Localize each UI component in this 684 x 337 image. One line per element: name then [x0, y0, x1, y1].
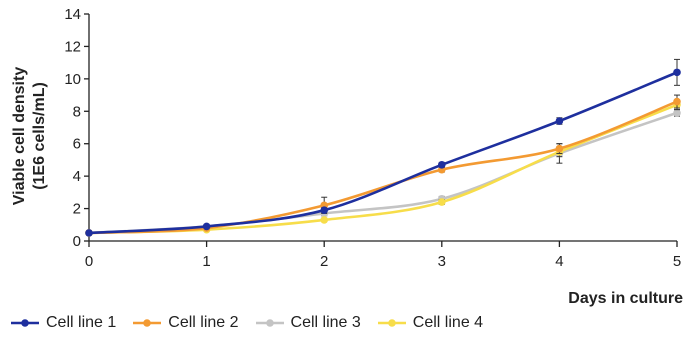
y-axis-title: Viable cell density (1E6 cells/mL): [11, 67, 48, 206]
legend-swatch-marker: [143, 319, 152, 327]
legend-swatch-marker: [387, 319, 396, 327]
data-point: [202, 222, 211, 231]
legend-swatch: [11, 319, 39, 327]
data-point: [673, 68, 681, 77]
data-point: [673, 97, 681, 106]
x-tick-label: 0: [85, 253, 93, 270]
y-tick-label: 2: [73, 201, 81, 218]
x-tick-label: 1: [202, 253, 210, 270]
series-line: [88, 71, 678, 235]
legend-label: Cell line 2: [168, 314, 239, 331]
data-point: [555, 117, 564, 125]
data-point: [438, 198, 446, 206]
x-tick-label: 4: [555, 253, 563, 270]
series-layer: [85, 58, 681, 237]
data-point: [320, 206, 329, 214]
legend-swatch-marker: [265, 319, 274, 327]
legend-swatch: [255, 319, 284, 327]
y-tick-label: 14: [64, 6, 81, 23]
legend-item-cell-line-4: Cell line 4: [377, 314, 483, 332]
y-tick-label: 4: [73, 168, 81, 185]
y-tick-label: 6: [73, 136, 81, 153]
y-axis-title-line-2: (1E6 cells/mL): [31, 82, 48, 190]
data-point: [673, 109, 681, 117]
legend-label: Cell line 3: [290, 314, 361, 331]
x-axis-title: Days in culture: [568, 290, 683, 307]
legend-label: Cell line 4: [412, 314, 484, 331]
data-point: [320, 216, 329, 224]
legend-swatch: [377, 319, 406, 327]
series-line: [88, 103, 678, 235]
series-line: [88, 111, 678, 235]
legend: Cell line 1 Cell line 2 Cell line 3 Cell li…: [10, 314, 483, 332]
legend-swatch-marker: [21, 319, 29, 327]
x-tick-label: 5: [673, 253, 681, 270]
series-2: [85, 94, 681, 237]
series-1: [85, 58, 681, 237]
data-point: [438, 160, 446, 169]
y-tick-label: 10: [64, 71, 81, 88]
y-tick-label: 8: [73, 103, 81, 120]
x-tick-label: 2: [320, 253, 328, 270]
legend-label: Cell line 1: [46, 314, 117, 331]
data-point: [555, 144, 564, 153]
line-chart: Viable cell density (1E6 cells/mL) Days …: [11, 6, 683, 307]
legend-item-cell-line-2: Cell line 2: [132, 314, 239, 332]
data-point: [85, 229, 93, 237]
y-axis-title-line-1: Viable cell density: [11, 67, 28, 206]
legend-item-cell-line-3: Cell line 3: [255, 314, 361, 332]
series-3: [85, 109, 681, 237]
series-4: [85, 99, 681, 237]
y-tick-label: 12: [64, 38, 81, 55]
legend-swatch: [133, 319, 162, 327]
x-tick-label: 3: [438, 253, 446, 270]
y-tick-label: 0: [73, 233, 81, 250]
legend-item-cell-line-1: Cell line 1: [10, 314, 116, 332]
